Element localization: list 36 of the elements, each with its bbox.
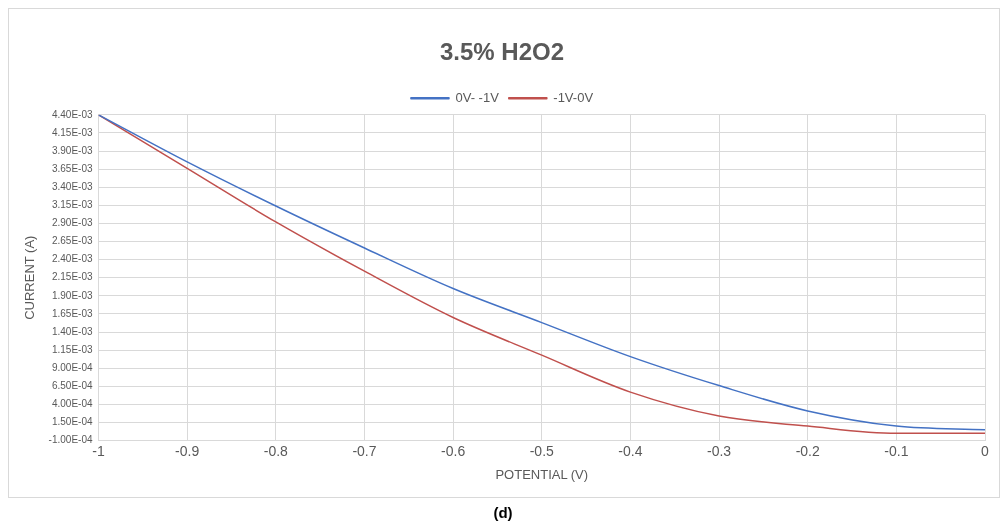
x-tick-label: -0.5 xyxy=(529,442,555,459)
y-tick-label: 4.40E-03 xyxy=(51,108,93,120)
x-tick-label: -0.2 xyxy=(795,442,820,459)
x-tick-label: -0.3 xyxy=(706,442,732,459)
y-tick-label: 3.65E-03 xyxy=(51,162,93,174)
x-tick-label: -0.8 xyxy=(263,442,289,459)
y-tick-label: 3.90E-03 xyxy=(51,144,93,156)
y-tick-label: 1.90E-03 xyxy=(51,289,93,301)
y-tick-label: 2.40E-03 xyxy=(51,253,93,265)
chart-title: 3.5% H2O2 xyxy=(439,38,565,66)
y-tick-label: 1.65E-03 xyxy=(51,307,93,319)
x-tick-label: 0 xyxy=(981,442,990,459)
y-tick-label: 2.65E-03 xyxy=(51,235,93,247)
text: (d) xyxy=(492,504,514,521)
y-tick-label: 4.15E-03 xyxy=(51,126,93,138)
x-axis-title: POTENTIAL (V) xyxy=(495,466,589,482)
y-tick-label: -1.00E-04 xyxy=(48,434,93,446)
y-tick-label: 1.50E-04 xyxy=(51,416,93,428)
legend-label: 0V- -1V xyxy=(455,89,500,105)
y-axis-title: CURRENT (A) xyxy=(22,235,38,320)
y-tick-label: 1.40E-03 xyxy=(51,325,93,337)
y-tick-label: 9.00E-04 xyxy=(51,361,93,373)
y-tick-label: 2.15E-03 xyxy=(51,271,93,283)
x-tick-label: -0.1 xyxy=(884,442,909,459)
x-tick-label: -0.4 xyxy=(618,442,643,459)
y-tick-label: 2.90E-03 xyxy=(51,217,93,229)
y-tick-label: 3.15E-03 xyxy=(51,199,93,211)
x-tick-label: -0.7 xyxy=(352,442,377,459)
x-tick-label: -0.6 xyxy=(441,442,466,459)
y-tick-label: 1.15E-03 xyxy=(51,343,93,355)
legend-label: -1V-0V xyxy=(553,89,594,105)
x-tick-label: -0.9 xyxy=(175,442,200,459)
y-tick-label: 3.40E-03 xyxy=(51,180,93,192)
x-tick-label: -1 xyxy=(92,442,105,459)
y-tick-label: 6.50E-04 xyxy=(51,380,93,392)
y-tick-label: 4.00E-04 xyxy=(51,398,93,410)
